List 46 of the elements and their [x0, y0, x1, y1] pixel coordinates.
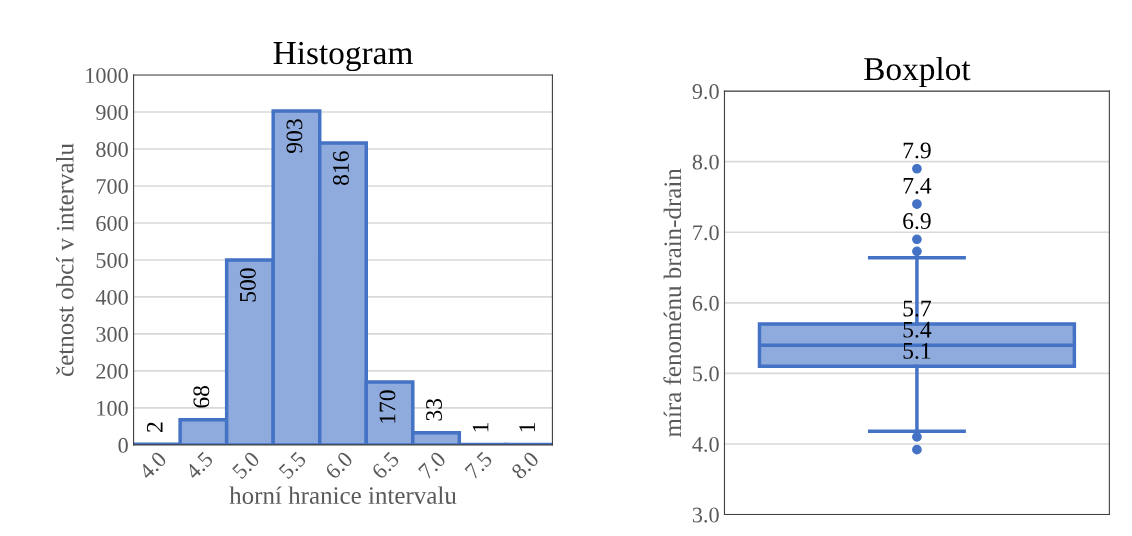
- y-axis-title: četnost obcí v intervalu: [56, 143, 74, 376]
- y-tick-label: 300: [96, 326, 128, 342]
- y-tick-label: 5.0: [693, 366, 719, 382]
- data-label: 33: [426, 398, 442, 421]
- y-tick-label: 500: [96, 252, 128, 268]
- y-tick-label: 8.0: [692, 154, 719, 170]
- data-label: 500: [239, 268, 256, 302]
- data-label: 816: [332, 151, 349, 185]
- y-tick-label: 800: [96, 141, 128, 157]
- y-tick-label: 700: [96, 178, 128, 194]
- annotation: 7.9: [903, 142, 931, 159]
- x-tick-label: 5.0: [231, 450, 261, 480]
- x-tick-label: 6.5: [371, 450, 401, 480]
- data-label: 68: [193, 385, 210, 408]
- chart-title: Boxplot: [864, 56, 971, 88]
- chart-title: Histogram: [273, 41, 413, 72]
- y-tick-label: 6.0: [692, 295, 719, 311]
- data-label: 1: [472, 423, 489, 432]
- y-tick-label: 1000: [86, 67, 128, 83]
- x-tick-label: 4.0: [137, 450, 168, 481]
- data-label: 1: [519, 423, 535, 432]
- annotation: 5.4: [903, 321, 932, 338]
- y-tick-label: 400: [95, 289, 128, 305]
- x-tick-label: 5.5: [278, 450, 307, 480]
- annotation: 6.9: [903, 213, 931, 230]
- data-label: 903: [286, 119, 303, 153]
- y-axis-title: míra fenoménu brain-drain: [663, 168, 682, 437]
- annotation: 7.4: [903, 177, 932, 194]
- y-tick-label: 9.0: [692, 84, 719, 100]
- x-tick-label: 7.0: [417, 450, 447, 480]
- y-tick-label: 200: [96, 363, 128, 379]
- x-axis-title: horní hranice intervalu: [229, 486, 457, 504]
- y-tick-label: 0: [118, 437, 128, 453]
- x-tick-label: 6.0: [324, 450, 354, 480]
- annotation: 5.1: [903, 342, 931, 359]
- y-tick-label: 900: [96, 104, 128, 120]
- y-tick-label: 4.0: [692, 436, 719, 453]
- x-tick-label: 4.5: [184, 450, 214, 481]
- y-tick-label: 100: [97, 400, 128, 416]
- y-tick-label: 7.0: [693, 225, 719, 241]
- x-tick-label: 8.0: [510, 450, 540, 480]
- y-tick-label: 600: [96, 215, 128, 231]
- x-tick-label: 7.5: [464, 450, 494, 480]
- data-label: 2: [146, 422, 163, 433]
- y-tick-label: 3.0: [692, 507, 719, 523]
- data-label: 170: [379, 390, 396, 423]
